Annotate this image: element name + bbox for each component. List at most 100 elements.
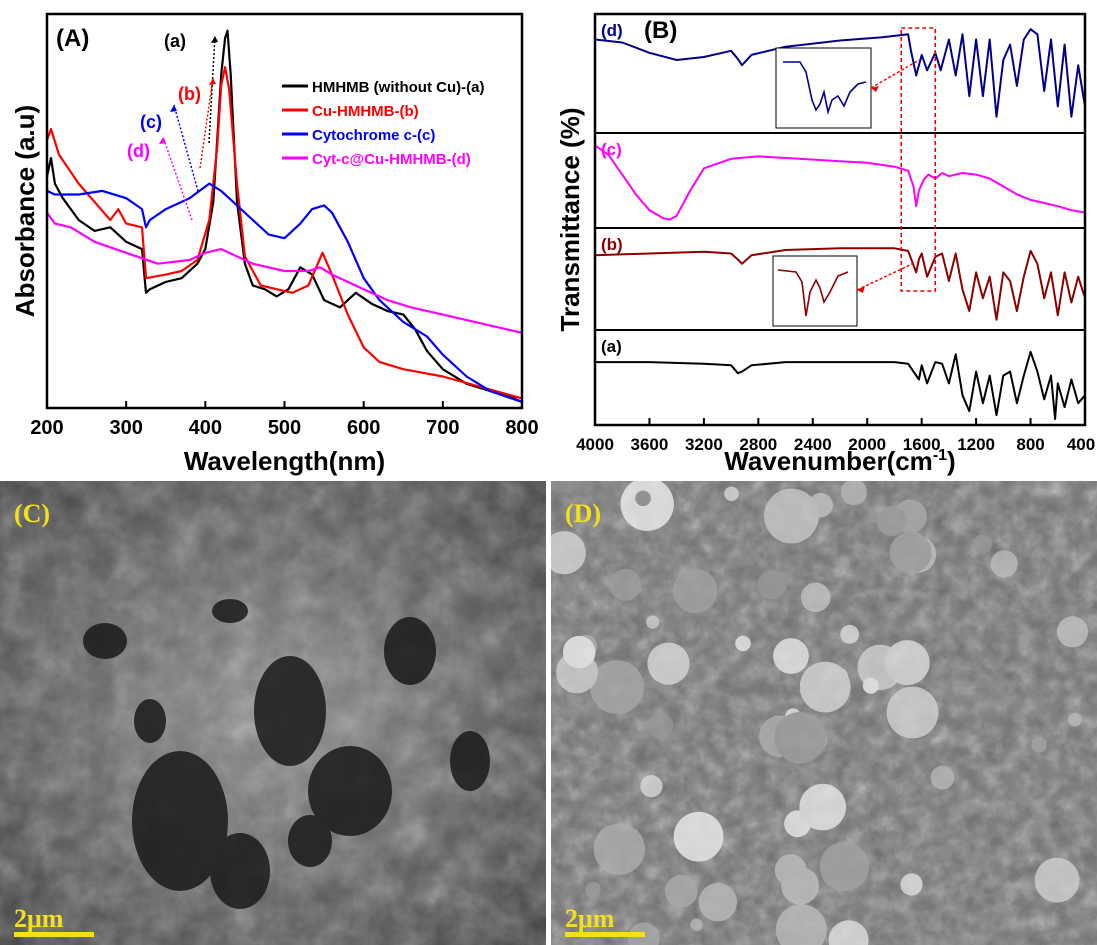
- sem-grain-9: [840, 624, 860, 644]
- curve-tag-3: (d): [127, 141, 150, 161]
- inset-d-frame: [775, 47, 872, 129]
- sem-pore-6: [288, 815, 332, 867]
- panel-label-c: (C): [14, 499, 51, 528]
- sem-grain-29: [819, 841, 869, 892]
- ftir-trace-0: [594, 28, 1086, 118]
- panel-label-b: (B): [644, 17, 677, 44]
- series-line-3: [46, 212, 523, 334]
- sem-grain-25: [593, 823, 645, 875]
- ftir-trace-2: [594, 247, 1086, 321]
- sem-grain-20: [840, 481, 867, 506]
- curve-tag-arrowhead-1: [209, 78, 216, 85]
- sem-pore-2: [308, 746, 392, 836]
- curve-tag-0: (a): [164, 31, 186, 51]
- scale-bar-line-d: [565, 932, 645, 937]
- sem-pore-9: [212, 599, 248, 623]
- sem-grain-42: [775, 904, 827, 945]
- sem-grain-44: [828, 920, 869, 945]
- highlight-region-box: [900, 27, 937, 292]
- sem-grain-15: [1056, 616, 1089, 648]
- trace-label-3: (a): [601, 337, 622, 356]
- ftir-x-tick-label-5: 2000: [848, 435, 886, 454]
- sem-grain-45: [764, 488, 819, 544]
- inset-b-trace: [777, 269, 849, 317]
- sem-grain-52: [640, 775, 663, 798]
- curve-tag-arrow-2: [173, 104, 199, 192]
- uv-vis-chart: 200 300 400 500 600 700 800 Wavelength(nm) Absor…: [10, 12, 539, 476]
- inset-d-connector: [870, 59, 920, 89]
- sem-grain-13: [609, 569, 642, 601]
- y-axis-label-b: Transmittance (%): [555, 108, 585, 332]
- sem-grain-36: [930, 765, 955, 790]
- sem-pore-8: [134, 699, 166, 743]
- x-tick-label-2: 400: [189, 417, 222, 439]
- sem-grain-47: [799, 661, 851, 713]
- ftir-trace-1: [594, 144, 1086, 221]
- sem-pore-7: [450, 731, 490, 791]
- series-line-2: [46, 182, 523, 404]
- curve-tag-arrowhead-2: [170, 105, 177, 112]
- ftir-x-tick-label-0: 4000: [576, 435, 614, 454]
- legend-entry-0: HMHMB (without Cu)-(a): [312, 79, 484, 96]
- sem-grain-33: [876, 506, 907, 536]
- sem-pore-3: [210, 833, 270, 909]
- sem-grain-55: [1031, 736, 1048, 753]
- scale-bar-c: 2μm: [14, 904, 94, 937]
- legend-entry-3: Cyt-c@Cu-HMHMB-(d): [312, 151, 471, 168]
- sem-pore-1: [254, 656, 326, 766]
- y-axis-label-a: Absorbance (a.u): [10, 105, 40, 317]
- sem-grain-18: [673, 811, 724, 862]
- sem-grain-50: [647, 713, 674, 739]
- sem-grain-19: [1034, 857, 1080, 903]
- curve-tag-arrow-3: [162, 136, 193, 221]
- sem-grain-10: [735, 635, 751, 652]
- inset-b-arrowhead: [857, 286, 865, 293]
- scale-bar-d: 2μm: [565, 904, 645, 937]
- sem-image-d: (D) 2μm: [551, 481, 1097, 945]
- inset-d-arrowhead: [871, 86, 879, 92]
- curve-tag-arrowhead-3: [159, 137, 166, 144]
- sem-grain-22: [690, 918, 703, 931]
- sem-image-c: (C) 2μm: [0, 481, 546, 945]
- sem-grain-21: [647, 642, 690, 685]
- sem-grain-28: [635, 490, 651, 507]
- ftir-panel: (d) (c) (b) (a) 4000 3600 3200 2800 2400 2000 1600…: [548, 0, 1097, 478]
- sem-grain-46: [884, 640, 930, 686]
- scale-bar-label-d: 2μm: [565, 904, 615, 933]
- sem-grain-23: [862, 677, 879, 694]
- sem-grain-5: [620, 481, 674, 531]
- sem-grain-59: [757, 570, 787, 600]
- uv-vis-panel: 200 300 400 500 600 700 800 Wavelength(nm) Absor…: [0, 0, 548, 478]
- scale-bar-line-c: [14, 932, 94, 937]
- ftir-x-tick-label-1: 3600: [631, 435, 669, 454]
- ftir-trace-3: [595, 350, 1086, 420]
- sem-grain-53: [698, 883, 737, 922]
- sem-grain-56: [800, 582, 831, 613]
- sem-grain-6: [589, 660, 644, 715]
- sem-pore-4: [83, 623, 127, 659]
- x-tick-label-4: 600: [347, 417, 380, 439]
- trace-label-2: (b): [601, 235, 623, 254]
- x-tick-label-6: 800: [505, 417, 538, 439]
- inset-b-connector: [856, 261, 917, 291]
- inset-b-frame: [772, 255, 858, 327]
- x-tick-label-3: 500: [268, 417, 301, 439]
- sem-grain-39: [773, 638, 809, 674]
- sem-grain-27: [900, 873, 923, 896]
- inset-d-trace: [783, 61, 867, 116]
- sem-grain-26: [551, 531, 586, 575]
- ftir-x-tick-label-4: 2400: [794, 435, 832, 454]
- panel-label-d: (D): [565, 499, 602, 528]
- sem-grain-54: [990, 550, 1018, 578]
- curve-tag-1: (b): [178, 84, 201, 104]
- ftir-x-tick-label-6: 1600: [903, 435, 941, 454]
- curve-tag-2: (c): [140, 112, 162, 132]
- legend-entry-2: Cytochrome c-(c): [312, 127, 435, 144]
- sem-grain-58: [774, 712, 826, 764]
- sem-grain-37: [585, 882, 601, 898]
- sem-grain-43: [799, 783, 846, 831]
- sem-grain-11: [664, 874, 698, 908]
- curve-tag-arrow-1: [199, 77, 214, 169]
- panel-label-a: (A): [56, 25, 89, 52]
- trace-label-0: (d): [601, 21, 623, 40]
